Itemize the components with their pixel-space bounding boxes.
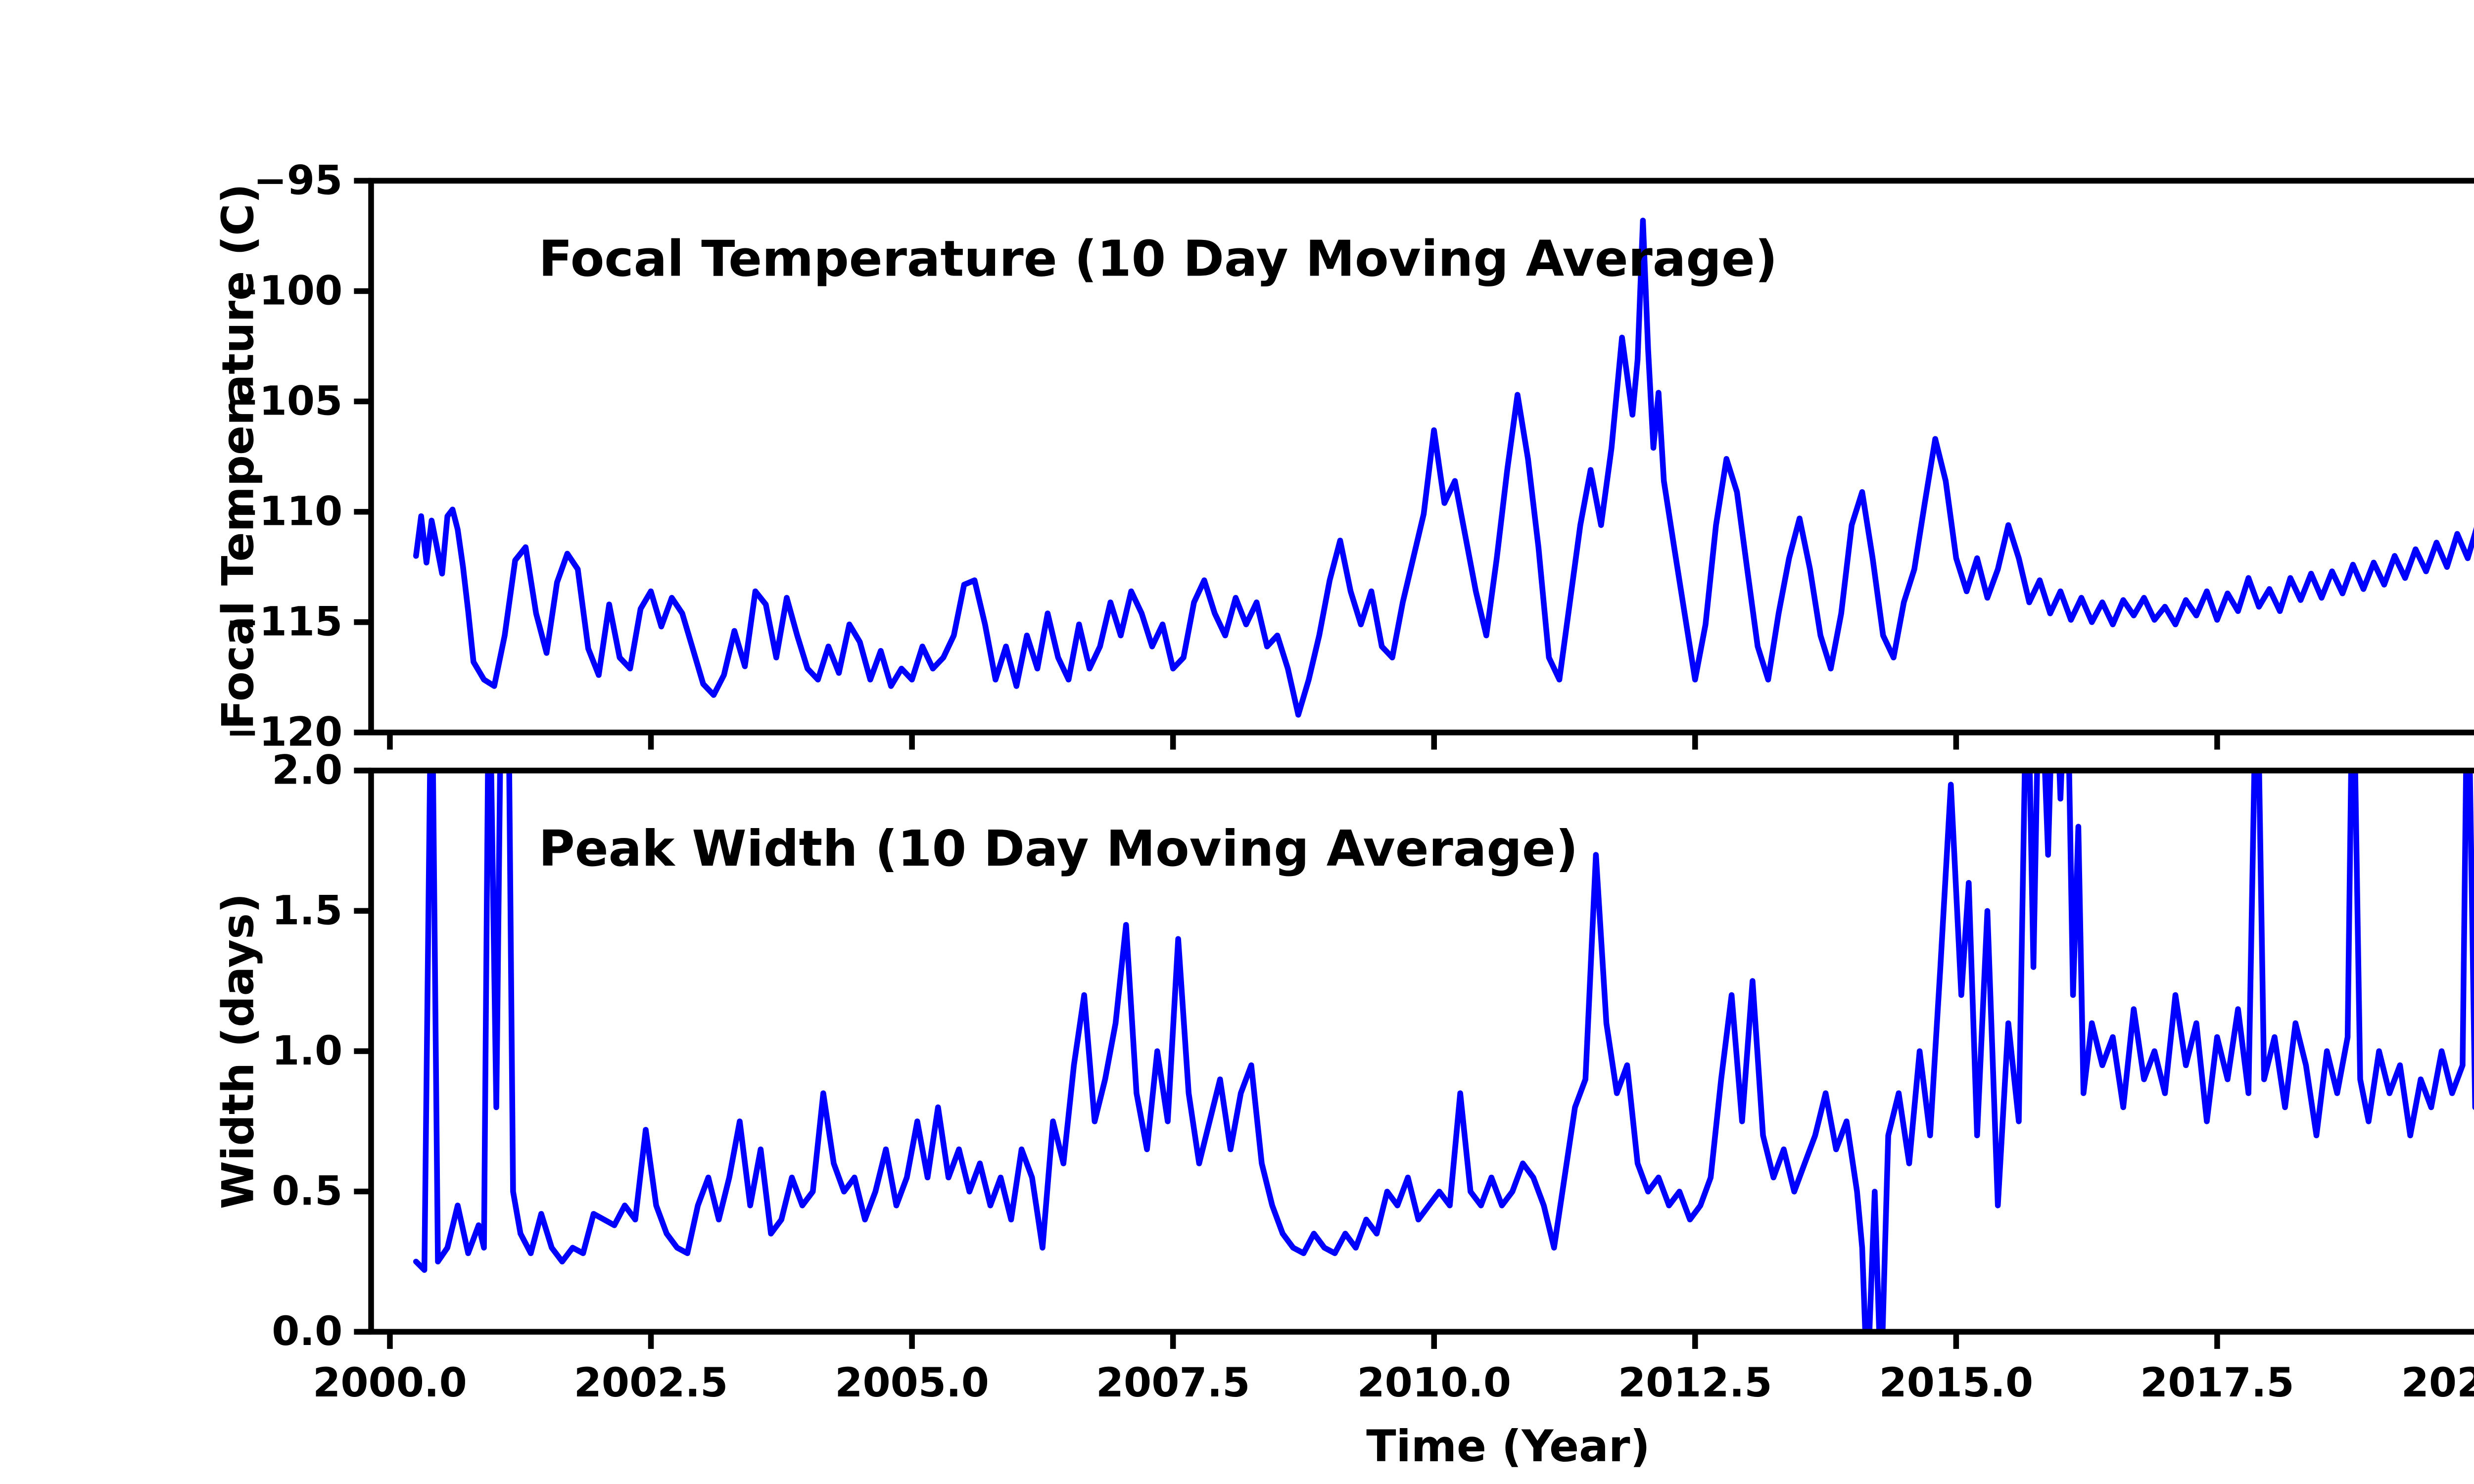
y-tick-label: −100 [226, 268, 342, 314]
y-tick-label: 0.0 [272, 1308, 342, 1355]
x-axis-label: Time (Year) [1366, 1421, 1650, 1472]
panel-annotation: Peak Width (10 Day Moving Average) [538, 820, 1578, 878]
y-tick-label: −115 [226, 599, 342, 646]
panel-annotation: Focal Temperature (10 Day Moving Average… [538, 230, 1777, 288]
y-axis-label: Width (days) [213, 893, 264, 1209]
panel-bottom: 2.0 1.5 1.0 0.5 0.0 2000.0 2002.5 2005.0 2007.5 2… [213, 747, 2474, 1472]
y-tick-label: 0.5 [272, 1168, 342, 1215]
x-tick-label: 2005.0 [835, 1360, 989, 1406]
x-tick-label: 2012.5 [1618, 1360, 1772, 1406]
y-tick-label: −120 [226, 709, 342, 756]
y-tick-label: −110 [226, 489, 342, 535]
y-axis-label: Focal Temperature (C) [213, 184, 264, 730]
peak-width-line [413, 770, 2474, 1332]
x-tick-label: 2002.5 [574, 1360, 728, 1406]
x-tick-label: 2015.0 [1879, 1360, 2034, 1406]
x-tick-label: 2000.0 [313, 1360, 467, 1406]
x-tick-label: 2020.0 [2401, 1360, 2474, 1406]
x-tick-label: 2007.5 [1096, 1360, 1250, 1406]
y-tick-label: 1.0 [272, 1028, 342, 1074]
x-tick-label: 2010.0 [1357, 1360, 1511, 1406]
y-tick-label: −95 [253, 157, 342, 204]
axes-border [368, 178, 2474, 736]
focal-temperature-line [413, 218, 2474, 718]
y-tick-label: 2.0 [272, 747, 342, 794]
x-tick-label: 2017.5 [2140, 1360, 2294, 1406]
y-tick-label: 1.5 [272, 887, 342, 934]
y-tick-label: −105 [226, 378, 342, 424]
